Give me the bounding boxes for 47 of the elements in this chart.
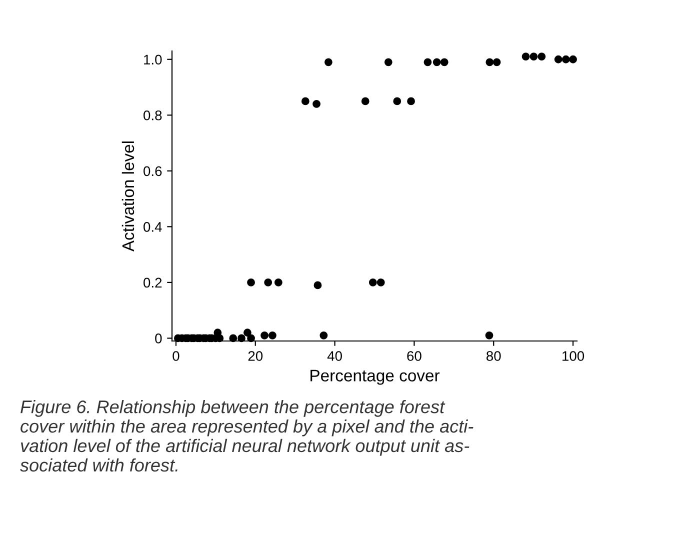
point xyxy=(440,58,448,66)
point xyxy=(384,58,392,66)
point xyxy=(324,58,332,66)
y-tick-label: 0.6 xyxy=(144,166,162,176)
y-tick-label: 0.4 xyxy=(144,222,162,232)
point xyxy=(569,55,577,64)
y-tick-label: 1.0 xyxy=(144,54,162,65)
point xyxy=(274,278,282,286)
point xyxy=(522,52,530,61)
y-tick-label: 0 xyxy=(155,334,162,344)
point xyxy=(530,52,538,61)
x-tick-label: 40 xyxy=(327,351,342,361)
point xyxy=(247,334,255,342)
point xyxy=(492,58,501,66)
point xyxy=(361,97,370,106)
x-tick-label: 0 xyxy=(172,351,180,361)
y-tick-label: 0.8 xyxy=(144,110,162,120)
x-axis-title: Percentage cover xyxy=(310,370,440,385)
x-tick-label: 20 xyxy=(248,351,263,361)
point xyxy=(238,334,246,342)
point xyxy=(407,97,415,106)
point xyxy=(312,100,320,108)
x-tick-label: 80 xyxy=(486,351,501,361)
y-axis-title: Activation level xyxy=(122,142,134,252)
point xyxy=(301,97,310,106)
point xyxy=(562,55,570,64)
point xyxy=(554,55,562,64)
point xyxy=(264,278,272,286)
x-tick-label: 100 xyxy=(562,351,584,361)
point xyxy=(432,58,441,66)
point xyxy=(314,281,322,290)
y-tick-label: 0.2 xyxy=(144,278,162,288)
point xyxy=(243,328,252,337)
point xyxy=(486,58,494,66)
point xyxy=(376,278,385,286)
point xyxy=(268,331,276,340)
x-tick-label: 60 xyxy=(407,351,422,361)
point xyxy=(320,331,328,340)
point xyxy=(260,331,268,340)
point xyxy=(247,278,255,286)
point xyxy=(538,52,546,61)
point xyxy=(368,278,377,286)
point xyxy=(229,334,238,342)
point xyxy=(485,331,494,340)
point xyxy=(393,97,402,106)
caption: Figure 6. Relationship between the percentage forest cover within the area represented by a pixel and the acti- vation level of the artificial neural network output unit as- sociated with forest. xyxy=(20,400,474,472)
point xyxy=(424,58,432,66)
